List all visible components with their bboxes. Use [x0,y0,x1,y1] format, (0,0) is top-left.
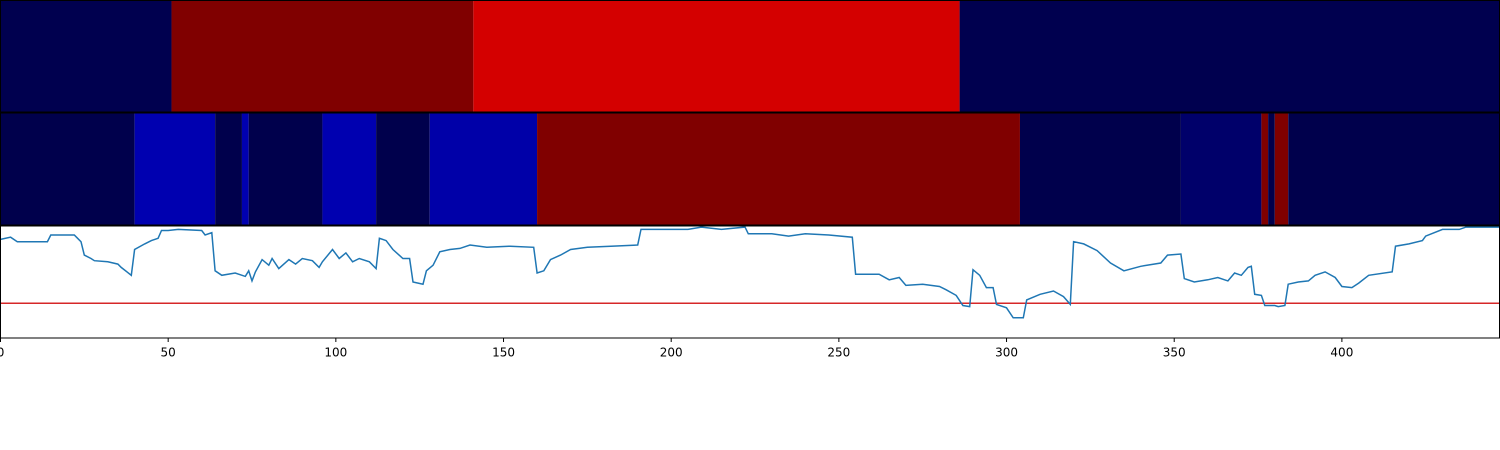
panel-frame [0,225,1500,339]
segment [429,113,538,225]
segment [241,113,249,225]
x-tick-label: 350 [1163,346,1186,360]
segment [0,113,135,225]
segment [1274,113,1289,225]
segment [0,0,172,112]
segment [248,113,323,225]
segment [134,113,216,225]
segment [1019,113,1181,225]
x-tick-label: 200 [660,346,683,360]
segment [1180,113,1262,225]
segment [322,113,377,225]
x-tick-label: 150 [492,346,515,360]
segment [215,113,242,225]
x-tick-label: 100 [324,346,347,360]
segment [1288,113,1500,225]
x-tick-label: 250 [827,346,850,360]
x-tick-label: 400 [1330,346,1353,360]
segment [171,0,474,112]
segment [537,113,1020,225]
segment [376,113,430,225]
segment [1261,113,1269,225]
x-tick-label: 50 [161,346,176,360]
segment [1268,113,1275,225]
segment [959,0,1500,112]
segment [473,0,960,112]
x-tick-label: 300 [995,346,1018,360]
data-line [0,226,1500,319]
x-tick-label: 0 [0,346,4,360]
